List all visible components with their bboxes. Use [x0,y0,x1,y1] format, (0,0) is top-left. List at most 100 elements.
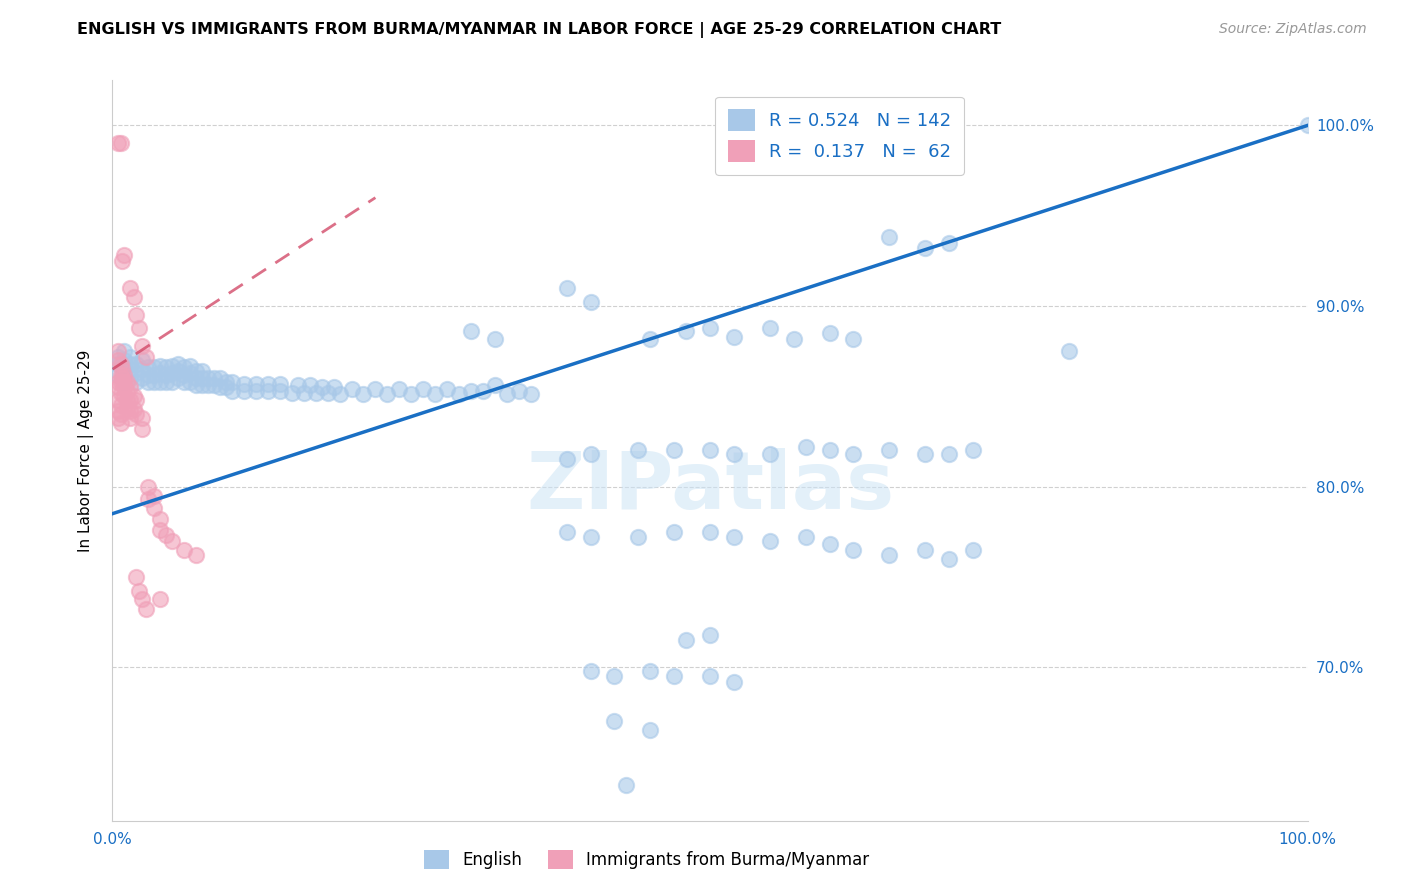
Point [120,411,142,425]
Point [138,375,160,389]
Point [322,380,344,394]
Point [125,366,148,380]
Point [128,584,150,599]
Point [115,375,138,389]
Point [520,387,543,401]
Point [186,371,208,385]
Point [269,384,291,398]
Point [472,384,495,398]
Point [110,136,132,151]
Point [579,295,602,310]
Point [120,403,142,417]
Point [122,290,145,304]
Point [131,422,153,436]
Point [115,392,138,407]
Point [879,443,901,458]
Point [125,357,148,371]
Point [257,376,280,391]
Point [110,357,132,371]
Point [115,401,138,416]
Point [149,512,172,526]
Point [110,398,132,412]
Point [114,375,135,389]
Point [962,443,984,458]
Point [305,385,328,400]
Point [131,353,153,368]
Point [125,408,148,422]
Point [401,387,423,401]
Point [759,447,782,461]
Point [125,308,148,322]
Point [107,368,129,382]
Point [233,384,256,398]
Point [914,447,936,461]
Point [496,387,519,401]
Point [114,248,135,262]
Point [664,669,686,683]
Point [179,359,201,373]
Point [664,524,686,539]
Point [603,714,626,729]
Point [460,324,482,338]
Text: ZIPatlas: ZIPatlas [526,449,894,526]
Y-axis label: In Labor Force | Age 25-29: In Labor Force | Age 25-29 [77,350,94,551]
Point [579,664,602,678]
Point [699,524,721,539]
Point [110,375,132,389]
Point [115,384,138,398]
Point [107,136,129,151]
Point [107,350,129,364]
Point [120,357,142,371]
Point [149,366,172,380]
Point [699,627,721,641]
Point [640,723,662,738]
Point [107,375,129,389]
Point [914,241,936,255]
Point [842,542,865,557]
Point [818,326,841,340]
Point [782,331,804,345]
Point [114,344,135,359]
Point [186,548,208,562]
Point [131,371,153,385]
Point [287,378,309,392]
Point [281,385,304,400]
Point [111,371,134,385]
Point [120,392,142,407]
Point [162,375,183,389]
Point [759,320,782,334]
Point [107,411,129,425]
Point [191,378,214,392]
Point [579,530,602,544]
Point [114,362,135,376]
Point [794,530,817,544]
Point [155,368,177,382]
Point [131,411,153,425]
Point [107,392,129,407]
Point [120,350,142,364]
Point [233,376,256,391]
Point [508,384,530,398]
Point [122,401,145,416]
Point [143,489,166,503]
Text: ENGLISH VS IMMIGRANTS FROM BURMA/MYANMAR IN LABOR FORCE | AGE 25-29 CORRELATION : ENGLISH VS IMMIGRANTS FROM BURMA/MYANMAR… [77,22,1001,38]
Point [316,385,339,400]
Point [938,235,960,250]
Point [340,382,363,396]
Point [377,387,399,401]
Point [842,447,865,461]
Point [425,387,447,401]
Point [143,501,166,516]
Point [675,633,697,648]
Point [173,542,195,557]
Point [664,443,686,458]
Point [197,371,219,385]
Point [759,533,782,548]
Point [138,492,160,507]
Point [162,533,183,548]
Point [412,382,434,396]
Point [149,591,172,606]
Point [1057,344,1080,359]
Point [603,669,626,683]
Point [364,382,387,396]
